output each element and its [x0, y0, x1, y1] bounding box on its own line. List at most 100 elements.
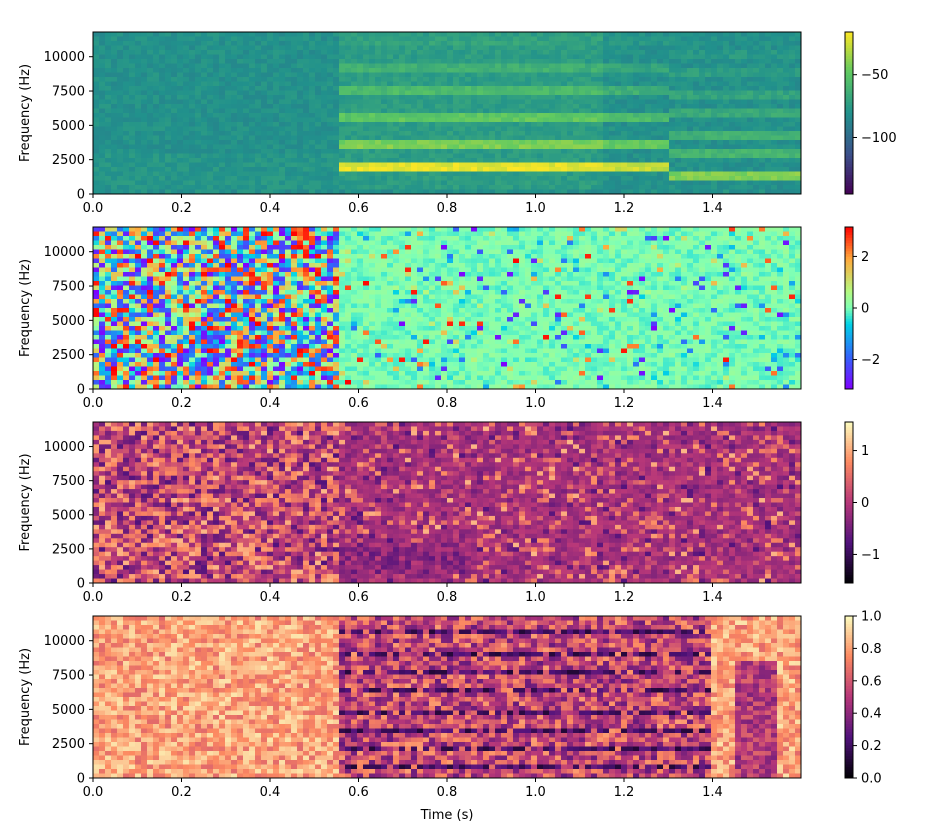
heatmap-cell: [465, 100, 471, 105]
heatmap-cell: [477, 127, 483, 132]
heatmap-cell: [459, 59, 465, 64]
heatmap-cell: [603, 59, 609, 64]
heatmap-cell: [693, 122, 699, 127]
heatmap-cell: [351, 118, 357, 123]
heatmap-cell: [435, 59, 441, 64]
heatmap-cell: [297, 59, 303, 64]
heatmap-cell: [237, 64, 243, 69]
heatmap-cell: [255, 68, 261, 73]
heatmap-cell: [471, 32, 477, 37]
heatmap-cell: [435, 82, 441, 87]
heatmap-cell: [795, 37, 801, 42]
heatmap-cell: [159, 127, 165, 132]
heatmap-cell: [441, 55, 447, 60]
heatmap-cell: [369, 73, 375, 78]
heatmap-cell: [255, 50, 261, 55]
heatmap-cell: [249, 59, 255, 64]
heatmap-cell: [573, 50, 579, 55]
heatmap-cell: [531, 109, 537, 114]
heatmap-cell: [549, 109, 555, 114]
heatmap-cell: [429, 50, 435, 55]
heatmap-cell: [339, 32, 345, 37]
heatmap-cell: [681, 100, 687, 105]
heatmap-cell: [723, 91, 729, 96]
heatmap-cell: [615, 37, 621, 42]
heatmap-cell: [759, 41, 765, 46]
heatmap-cell: [633, 73, 639, 78]
heatmap-cell: [399, 68, 405, 73]
heatmap-cell: [399, 118, 405, 123]
heatmap-cell: [351, 91, 357, 96]
heatmap-cell: [219, 37, 225, 42]
heatmap-cell: [741, 50, 747, 55]
heatmap-cell: [639, 118, 645, 123]
heatmap-cell: [405, 55, 411, 60]
heatmap-cell: [237, 77, 243, 82]
heatmap-cell: [165, 127, 171, 132]
heatmap-cell: [381, 122, 387, 127]
heatmap-cell: [303, 122, 309, 127]
heatmap-cell: [783, 109, 789, 114]
heatmap-cell: [159, 68, 165, 73]
heatmap-cell: [261, 55, 267, 60]
heatmap-cell: [723, 127, 729, 132]
heatmap-cell: [177, 37, 183, 42]
heatmap-cell: [369, 50, 375, 55]
heatmap-cell: [609, 104, 615, 109]
heatmap-cell: [381, 95, 387, 100]
heatmap-cell: [309, 64, 315, 69]
heatmap-cell: [435, 109, 441, 114]
heatmap-cell: [783, 122, 789, 127]
heatmap-cell: [501, 73, 507, 78]
heatmap-cell: [741, 109, 747, 114]
heatmap-cell: [753, 50, 759, 55]
heatmap-cell: [663, 95, 669, 100]
heatmap-cell: [765, 86, 771, 91]
heatmap-cell: [309, 113, 315, 118]
heatmap-cell: [105, 109, 111, 114]
heatmap-cell: [363, 82, 369, 87]
heatmap-cell: [243, 82, 249, 87]
heatmap-cell: [471, 46, 477, 51]
heatmap-cell: [321, 50, 327, 55]
heatmap-cell: [153, 46, 159, 51]
heatmap-cell: [525, 64, 531, 69]
heatmap-cell: [207, 32, 213, 37]
heatmap-cell: [459, 122, 465, 127]
heatmap-cell: [687, 41, 693, 46]
heatmap-cell: [333, 59, 339, 64]
heatmap-cell: [135, 37, 141, 42]
heatmap-cell: [375, 64, 381, 69]
heatmap-cell: [351, 95, 357, 100]
heatmap-cell: [147, 77, 153, 82]
heatmap-cell: [519, 64, 525, 69]
heatmap-cell: [687, 109, 693, 114]
heatmap-cell: [93, 50, 99, 55]
heatmap-cell: [711, 41, 717, 46]
heatmap-cell: [93, 118, 99, 123]
heatmap-cell: [111, 86, 117, 91]
heatmap-cell: [327, 73, 333, 78]
heatmap-cell: [771, 122, 777, 127]
heatmap-cell: [519, 46, 525, 51]
heatmap-cell: [273, 59, 279, 64]
heatmap-cell: [339, 55, 345, 60]
heatmap-cell: [651, 104, 657, 109]
heatmap-cell: [615, 64, 621, 69]
heatmap-cell: [453, 95, 459, 100]
heatmap-cell: [315, 91, 321, 96]
heatmap-cell: [345, 95, 351, 100]
heatmap-cell: [309, 86, 315, 91]
heatmap-cell: [327, 86, 333, 91]
heatmap-cell: [153, 50, 159, 55]
heatmap-cell: [291, 32, 297, 37]
heatmap-cell: [207, 104, 213, 109]
heatmap-cell: [267, 122, 273, 127]
heatmap-cell: [537, 104, 543, 109]
heatmap-cell: [243, 127, 249, 132]
heatmap-cell: [381, 86, 387, 91]
heatmap-cell: [201, 104, 207, 109]
heatmap-cell: [723, 86, 729, 91]
heatmap-cell: [741, 46, 747, 51]
heatmap-cell: [135, 55, 141, 60]
